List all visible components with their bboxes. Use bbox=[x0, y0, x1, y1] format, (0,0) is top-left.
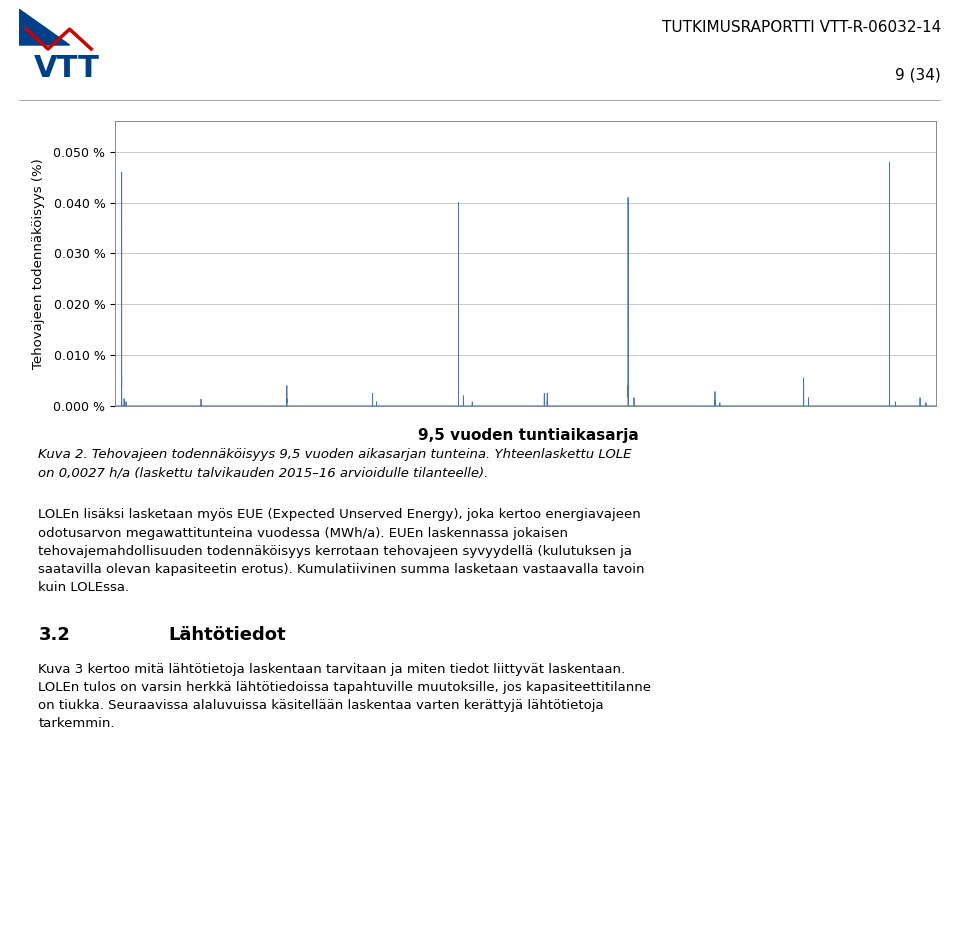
Text: LOLEn lisäksi lasketaan myös EUE (Expected Unserved Energy), joka kertoo energia: LOLEn lisäksi lasketaan myös EUE (Expect… bbox=[38, 508, 641, 522]
Text: saatavilla olevan kapasiteetin erotus). Kumulatiivinen summa lasketaan vastaaval: saatavilla olevan kapasiteetin erotus). … bbox=[38, 563, 645, 576]
Text: kuin LOLEssa.: kuin LOLEssa. bbox=[38, 581, 130, 594]
Polygon shape bbox=[19, 9, 69, 45]
Text: TUTKIMUSRAPORTTI VTT-R-06032-14: TUTKIMUSRAPORTTI VTT-R-06032-14 bbox=[661, 21, 941, 35]
Text: Lähtötiedot: Lähtötiedot bbox=[168, 626, 286, 644]
Text: on 0,0027 h/a (laskettu talvikauden 2015–16 arvioidulle tilanteelle).: on 0,0027 h/a (laskettu talvikauden 2015… bbox=[38, 466, 489, 480]
Text: tehovajemahdollisuuden todennäköisyys kerrotaan tehovajeen syvyydellä (kulutukse: tehovajemahdollisuuden todennäköisyys ke… bbox=[38, 545, 633, 558]
Text: 9,5 vuoden tuntiaikasarja: 9,5 vuoden tuntiaikasarja bbox=[418, 428, 638, 443]
Text: 9 (34): 9 (34) bbox=[895, 67, 941, 82]
Y-axis label: Tehovajeen todennäköisyys (%): Tehovajeen todennäköisyys (%) bbox=[32, 159, 45, 369]
Text: Kuva 3 kertoo mitä lähtötietoja laskentaan tarvitaan ja miten tiedot liittyvät l: Kuva 3 kertoo mitä lähtötietoja laskenta… bbox=[38, 662, 626, 675]
Text: VTT: VTT bbox=[34, 54, 100, 83]
Text: 3.2: 3.2 bbox=[38, 626, 70, 644]
Text: Kuva 2. Tehovajeen todennäköisyys 9,5 vuoden aikasarjan tunteina. Yhteenlaskettu: Kuva 2. Tehovajeen todennäköisyys 9,5 vu… bbox=[38, 448, 632, 461]
Text: on tiukka. Seuraavissa alaluvuissa käsitellään laskentaa varten kerättyjä lähtöt: on tiukka. Seuraavissa alaluvuissa käsit… bbox=[38, 700, 604, 712]
Text: odotusarvon megawattitunteina vuodessa (MWh/a). EUEn laskennassa jokaisen: odotusarvon megawattitunteina vuodessa (… bbox=[38, 526, 568, 539]
Text: tarkemmin.: tarkemmin. bbox=[38, 717, 115, 731]
Text: LOLEn tulos on varsin herkkä lähtötiedoissa tapahtuville muutoksille, jos kapasi: LOLEn tulos on varsin herkkä lähtötiedoi… bbox=[38, 681, 652, 694]
